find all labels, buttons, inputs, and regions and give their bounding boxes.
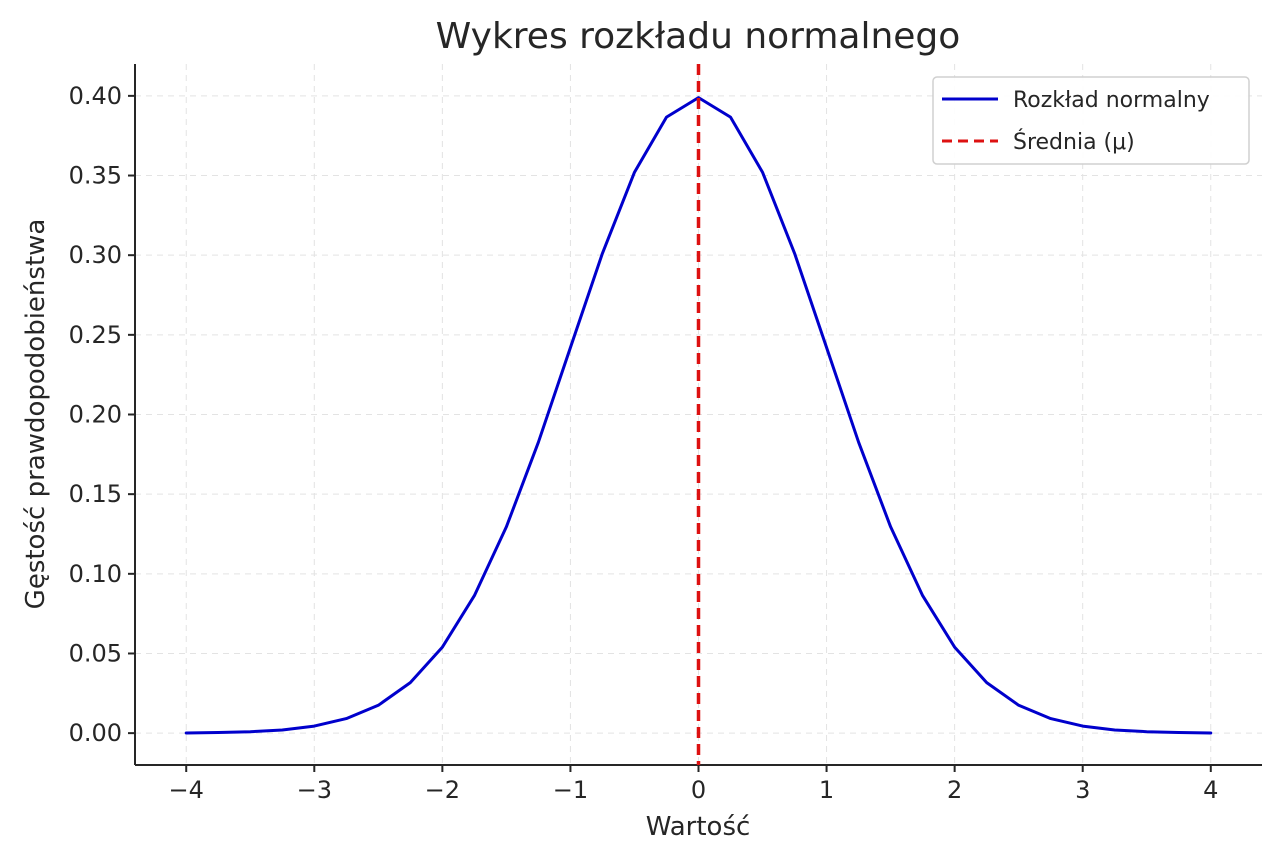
x-tick-label: 1 <box>819 776 834 804</box>
x-tick-label: 3 <box>1075 776 1090 804</box>
x-tick-label: −4 <box>169 776 204 804</box>
y-axis-label: Gęstość prawdopodobieństwa <box>21 219 51 610</box>
x-axis-label: Wartość <box>646 812 751 842</box>
y-tick-label: 0.25 <box>69 321 122 349</box>
x-tick-label: −1 <box>553 776 588 804</box>
y-tick-label: 0.10 <box>69 560 122 588</box>
x-tick-label: 2 <box>947 776 962 804</box>
chart-title: Wykres rozkładu normalnego <box>436 16 961 57</box>
y-tick-label: 0.15 <box>69 480 122 508</box>
series <box>184 64 1213 765</box>
legend-label-normal: Rozkład normalny <box>1013 88 1210 113</box>
x-tick-label: 0 <box>691 776 706 804</box>
series-line-normal-distribution <box>184 96 1213 735</box>
y-tick-label: 0.30 <box>69 241 122 269</box>
legend-box <box>932 76 1250 165</box>
y-tick-label: 0.05 <box>69 639 122 667</box>
legend-label-mean: Średnia (μ) <box>1013 129 1135 155</box>
y-tick-label: 0.20 <box>69 401 122 429</box>
legend: Rozkład normalny Średnia (μ) <box>932 76 1250 165</box>
x-tick-label: −2 <box>425 776 460 804</box>
x-tick-label: −3 <box>297 776 332 804</box>
y-tick-label: 0.40 <box>69 82 122 110</box>
y-tick-label: 0.00 <box>69 719 122 747</box>
x-tick-label: 4 <box>1203 776 1218 804</box>
y-tick-label: 0.35 <box>69 162 122 190</box>
